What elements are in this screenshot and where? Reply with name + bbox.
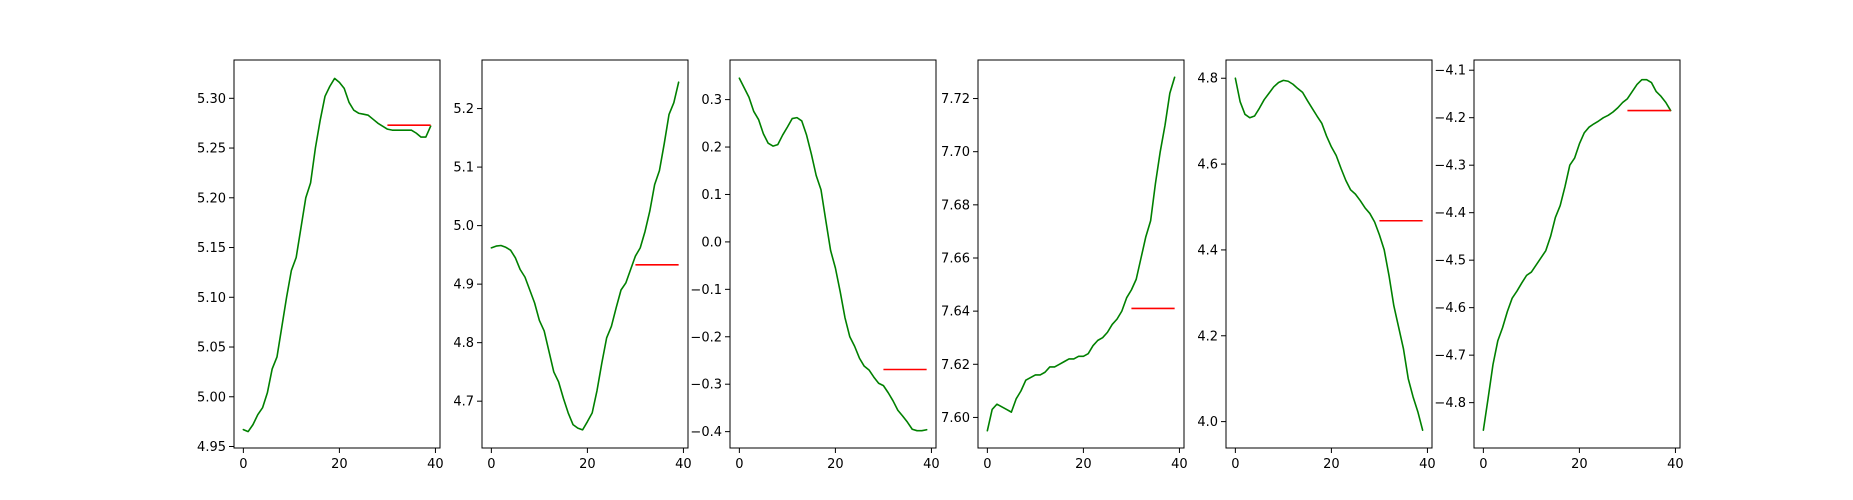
- y-tick-label: 0.2: [701, 141, 722, 156]
- y-tick-label: 5.0: [453, 219, 474, 234]
- y-tick-label: 5.20: [197, 191, 226, 206]
- x-tick-label: 40: [923, 457, 940, 472]
- y-tick-label: 0.3: [701, 93, 722, 108]
- x-tick-label: 0: [487, 457, 495, 472]
- subplot-2: 0 20 40 4.7 4.8 4.9 5.0 5.1 5.2: [453, 59, 692, 472]
- x-tick-label: 0: [735, 457, 743, 472]
- y-tick-label: 0.1: [701, 188, 722, 203]
- axes-frame: [977, 59, 1185, 449]
- y-tick-label: 5.1: [453, 161, 474, 176]
- x-tick-label: 20: [1075, 457, 1092, 472]
- y-tick-label: 0.0: [701, 235, 722, 250]
- x-tick-label: 0: [239, 457, 247, 472]
- y-tick-label: 7.68: [941, 198, 970, 213]
- y-tick-label: −0.4: [690, 425, 722, 440]
- series-line: [490, 81, 680, 431]
- x-tick-label: 0: [1231, 457, 1239, 472]
- subplot-4: 0 20 40 7.60 7.62 7.64 7.66 7.68 7.70 7.72: [941, 59, 1188, 472]
- x-tick-label: 40: [427, 457, 444, 472]
- x-tick-label: 20: [331, 457, 348, 472]
- y-tick-label: 4.95: [197, 440, 226, 455]
- y-tick-label: −4.8: [1434, 396, 1466, 411]
- x-tick-label: 0: [1479, 457, 1487, 472]
- x-tick-label: 20: [1571, 457, 1588, 472]
- y-tick-label: 5.10: [197, 291, 226, 306]
- subplot-6: 0 20 40 −4.8 −4.7 −4.6 −4.5 −4.4 −4.3 −4.2 −4.1: [1434, 59, 1684, 472]
- x-tick-label: 20: [579, 457, 596, 472]
- y-tick-label: −4.7: [1434, 349, 1466, 364]
- y-tick-label: −0.1: [690, 283, 722, 298]
- series-line: [986, 76, 1176, 432]
- y-tick-label: 4.6: [1197, 158, 1218, 173]
- subplot-3: 0 20 40 −0.4 −0.3 −0.2 −0.1 0.0 0.1 0.2 0.3: [690, 59, 940, 472]
- y-tick-label: −4.4: [1434, 206, 1466, 221]
- y-tick-label: −4.1: [1434, 64, 1466, 79]
- x-tick-label: 40: [1667, 457, 1684, 472]
- y-tick-label: −0.3: [690, 378, 722, 393]
- y-tick-label: −4.5: [1434, 254, 1466, 269]
- y-tick-label: 5.00: [197, 390, 226, 405]
- y-tick-label: 4.4: [1197, 243, 1218, 258]
- y-tick-label: 5.30: [197, 92, 226, 107]
- x-tick-label: 0: [983, 457, 991, 472]
- y-tick-label: 4.2: [1197, 329, 1218, 344]
- y-tick-label: 7.60: [941, 411, 970, 426]
- series-line: [242, 77, 432, 433]
- x-tick-label: 20: [827, 457, 844, 472]
- axes-frame: [1225, 59, 1433, 449]
- subplot-5: 0 20 40 4.0 4.2 4.4 4.6 4.8: [1197, 59, 1436, 472]
- subplot-1: 0 20 40 4.95 5.00 5.05 5.10 5.15 5.20 5.25 5.30: [197, 59, 444, 472]
- x-tick-label: 40: [1171, 457, 1188, 472]
- axes-frame: [1473, 59, 1681, 449]
- y-tick-label: −0.2: [690, 330, 722, 345]
- x-tick-label: 20: [1323, 457, 1340, 472]
- y-tick-label: −4.3: [1434, 159, 1466, 174]
- y-tick-label: 4.9: [453, 278, 474, 293]
- y-tick-label: 5.15: [197, 241, 226, 256]
- y-tick-label: 4.7: [453, 395, 474, 410]
- series-line: [1482, 78, 1672, 431]
- y-tick-label: 4.0: [1197, 415, 1218, 430]
- series-line: [1234, 77, 1424, 431]
- y-tick-label: 5.05: [197, 341, 226, 356]
- y-tick-label: 7.62: [941, 358, 970, 373]
- y-tick-label: 7.70: [941, 145, 970, 160]
- y-tick-label: 7.64: [941, 305, 970, 320]
- y-tick-label: 5.25: [197, 142, 226, 157]
- x-tick-label: 40: [1419, 457, 1436, 472]
- y-tick-label: −4.6: [1434, 301, 1466, 316]
- x-tick-label: 40: [675, 457, 692, 472]
- y-tick-label: −4.2: [1434, 111, 1466, 126]
- axes-frame: [481, 59, 689, 449]
- y-tick-label: 7.66: [941, 251, 970, 266]
- y-tick-label: 5.2: [453, 102, 474, 117]
- series-line: [738, 77, 928, 432]
- y-tick-label: 4.8: [1197, 72, 1218, 87]
- y-tick-label: 7.72: [941, 92, 970, 107]
- axes-frame: [233, 59, 441, 449]
- axes-frame: [729, 59, 937, 449]
- y-tick-label: 4.8: [453, 336, 474, 351]
